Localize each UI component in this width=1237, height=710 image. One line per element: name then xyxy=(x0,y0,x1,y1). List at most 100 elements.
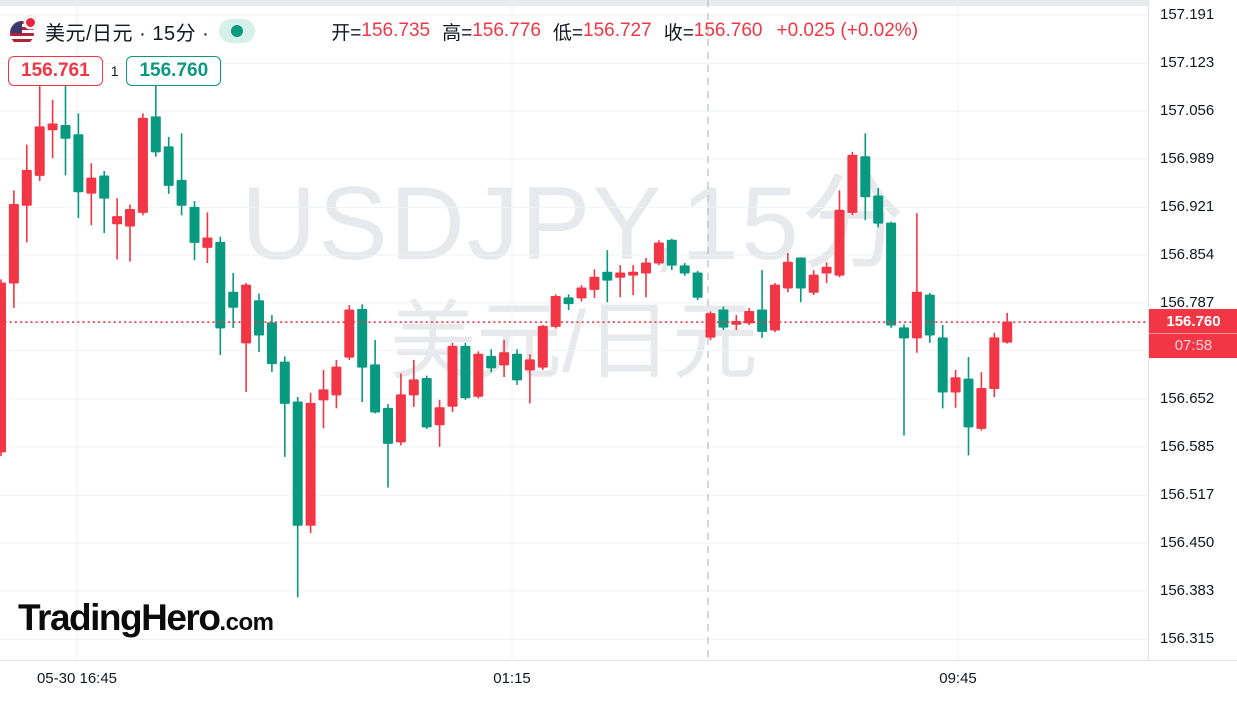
candle-body xyxy=(163,146,174,186)
candlestick-chart[interactable] xyxy=(0,0,1148,660)
candle-body xyxy=(795,257,806,289)
price-axis-label: 156.517 xyxy=(1160,486,1215,504)
candle-body xyxy=(602,271,613,281)
candle-body xyxy=(215,241,226,329)
candle-body xyxy=(744,310,755,324)
candle-body xyxy=(924,294,935,336)
candle-body xyxy=(125,209,135,227)
price-axis-label: 157.191 xyxy=(1160,5,1215,23)
candle-body xyxy=(473,353,484,397)
candle-body xyxy=(202,237,213,248)
change-value: +0.025 (+0.02%) xyxy=(776,20,919,41)
candle-body xyxy=(176,179,187,206)
candle-body xyxy=(395,394,406,443)
sell-price-button[interactable]: 156.761 xyxy=(8,56,103,86)
candle-body xyxy=(189,206,200,243)
time-axis-label: 01:15 xyxy=(493,670,531,687)
candle-body xyxy=(486,355,497,369)
candle-body xyxy=(576,287,587,299)
candle-body xyxy=(254,300,264,336)
candle-body xyxy=(963,378,974,428)
current-price-value: 156.760 xyxy=(1149,309,1237,335)
high-label: 高= xyxy=(442,22,473,44)
candle-body xyxy=(512,353,522,381)
candle-body xyxy=(860,156,871,198)
candle-body xyxy=(241,284,252,344)
usdjpy-flag-icon xyxy=(10,15,37,45)
candle-body xyxy=(911,291,922,339)
candle-body xyxy=(950,377,961,393)
price-axis-label: 156.921 xyxy=(1160,198,1215,216)
candle-body xyxy=(112,216,123,225)
time-axis[interactable]: 05-30 16:45 01:15 09:45 xyxy=(0,660,1237,710)
candle-body xyxy=(99,175,110,199)
price-axis-label: 157.123 xyxy=(1160,54,1215,72)
candle-body xyxy=(628,271,639,276)
candle-body xyxy=(976,387,987,429)
price-axis-label: 156.315 xyxy=(1160,630,1215,648)
candle-body xyxy=(434,407,445,426)
candle-body xyxy=(834,209,845,276)
jp-flag-icon xyxy=(24,15,37,29)
candle-body xyxy=(266,322,277,364)
candle-body xyxy=(782,261,793,289)
candle-body xyxy=(718,309,729,328)
candle-body xyxy=(460,345,471,399)
close-value: 156.760 xyxy=(693,20,763,41)
series-visibility-toggle[interactable] xyxy=(219,19,256,43)
candle-body xyxy=(847,154,858,213)
candle-body xyxy=(21,169,32,206)
candle-body xyxy=(705,313,716,338)
candle-body xyxy=(357,308,368,368)
candle-body xyxy=(421,377,432,428)
low-label: 低= xyxy=(552,22,583,44)
ohlc-readout: 开= 156.735 高= 156.776 低= 156.727 收= 156.760 … xyxy=(331,18,918,45)
candle-body xyxy=(641,262,651,274)
open-value: 156.735 xyxy=(361,20,431,41)
candle-body xyxy=(653,242,664,264)
buy-price-button[interactable]: 156.760 xyxy=(126,56,222,86)
price-axis-label: 157.056 xyxy=(1160,102,1215,120)
candle-body xyxy=(137,117,148,213)
price-axis-label: 156.450 xyxy=(1160,534,1215,552)
candle-body xyxy=(679,265,690,274)
candle-body xyxy=(34,126,45,176)
price-axis[interactable]: 156.760 07:58 157.191 157.123 157.056 156.9… xyxy=(1148,0,1237,660)
candle-body xyxy=(305,402,316,526)
candle-body xyxy=(447,345,458,407)
candle-body xyxy=(808,274,819,293)
candle-body xyxy=(60,124,71,139)
price-axis-label: 156.585 xyxy=(1160,437,1215,455)
candle-body xyxy=(292,401,303,526)
candle-body xyxy=(692,272,703,298)
price-axis-label: 156.989 xyxy=(1160,149,1215,167)
candle-body xyxy=(86,177,97,194)
candle-body xyxy=(550,296,561,327)
candle-body xyxy=(279,361,290,404)
candle-body xyxy=(563,297,574,305)
candle-body xyxy=(228,291,239,308)
time-axis-label: 09:45 xyxy=(939,670,977,687)
chart-header: 美元/日元 · 15分 · 开= 156.735 高= 156.776 低= 156.… xyxy=(10,15,918,46)
candle-body xyxy=(1002,321,1013,343)
current-price-badge: 156.760 07:58 xyxy=(1149,309,1237,359)
price-axis-label: 156.652 xyxy=(1160,390,1215,408)
candle-body xyxy=(666,239,677,266)
candle-body xyxy=(499,352,510,366)
candle-body xyxy=(8,204,19,284)
candle-body xyxy=(370,364,381,413)
candle-body xyxy=(589,276,600,290)
candle-body xyxy=(150,116,161,153)
chart-area[interactable]: USDJPY,15分 美元/日元 xyxy=(0,0,1148,660)
candle-body xyxy=(615,272,626,278)
candle-body xyxy=(989,337,1000,389)
candle-body xyxy=(383,407,393,444)
candle-body xyxy=(73,134,84,193)
current-price-time: 07:58 xyxy=(1174,337,1213,355)
low-value: 156.727 xyxy=(583,20,652,41)
symbol-title[interactable]: 美元/日元 · 15分 · xyxy=(45,22,210,45)
close-label: 收= xyxy=(663,22,694,44)
time-axis-label: 05-30 16:45 xyxy=(36,670,118,687)
price-axis-label: 156.854 xyxy=(1160,246,1215,264)
